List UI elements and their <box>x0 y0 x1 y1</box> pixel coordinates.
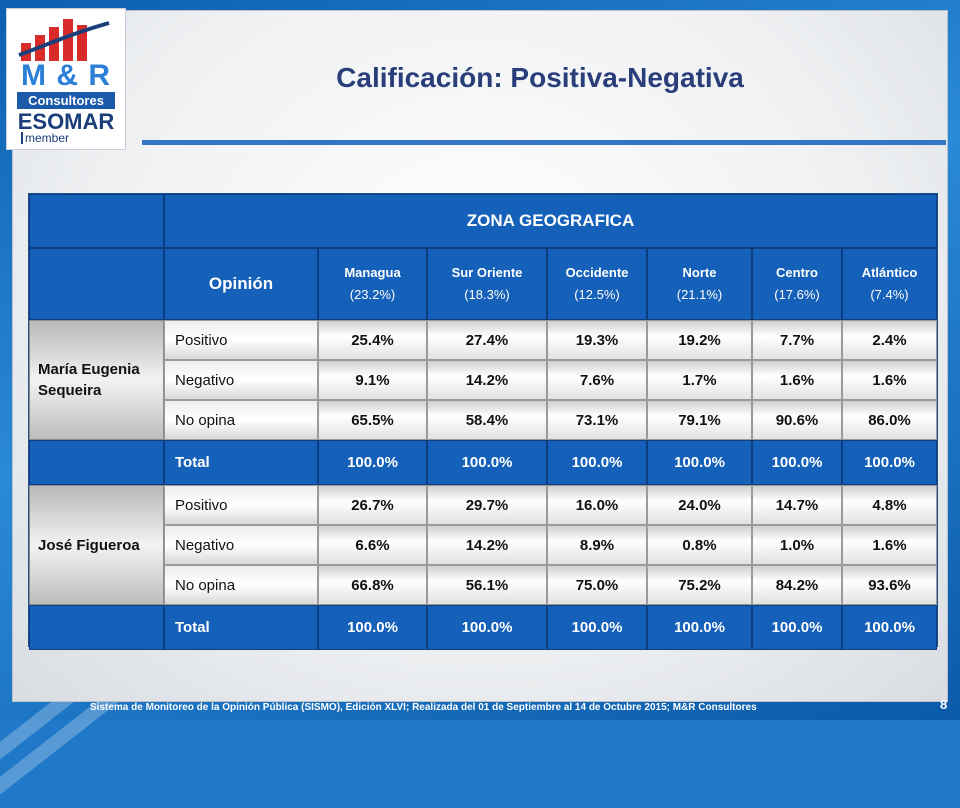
results-table: ZONA GEOGRAFICA Opinión Managua (23.2%) Su… <box>28 193 938 650</box>
value-cell: 9.1% <box>318 360 427 400</box>
value-cell: 66.8% <box>318 565 427 605</box>
value-cell: 73.1% <box>547 400 647 440</box>
zone-name: Sur Oriente <box>451 265 523 280</box>
zone-percent: (21.1%) <box>676 287 723 302</box>
total-label: Total <box>164 605 318 650</box>
opinion-header: Opinión <box>164 248 318 320</box>
total-value-cell: 100.0% <box>547 440 647 485</box>
zona-geografica-header: ZONA GEOGRAFICA <box>164 194 937 248</box>
value-cell: 6.6% <box>318 525 427 565</box>
zone-name: Norte <box>682 265 717 280</box>
zone-header: Occidente (12.5%) <box>547 248 647 320</box>
total-value-cell: 100.0% <box>752 440 842 485</box>
total-value-cell: 100.0% <box>318 605 427 650</box>
opinion-label: Positivo <box>164 485 318 525</box>
value-cell: 79.1% <box>647 400 752 440</box>
bar-chart-logo-icon <box>18 19 110 61</box>
opinion-label: Negativo <box>164 525 318 565</box>
value-cell: 75.2% <box>647 565 752 605</box>
value-cell: 0.8% <box>647 525 752 565</box>
footer-note: Sistema de Monitoreo de la Opinión Públi… <box>90 702 757 713</box>
value-cell: 14.2% <box>427 525 547 565</box>
zone-header: Sur Oriente (18.3%) <box>427 248 547 320</box>
candidate-label: José Figueroa <box>29 485 164 605</box>
value-cell: 8.9% <box>547 525 647 565</box>
zone-header: Atlántico (7.4%) <box>842 248 937 320</box>
zone-percent: (12.5%) <box>574 287 620 302</box>
slide-title: Calificación: Positiva-Negativa <box>336 62 744 93</box>
value-cell: 56.1% <box>427 565 547 605</box>
value-cell: 75.0% <box>547 565 647 605</box>
total-row-blank <box>29 605 164 650</box>
zone-header: Norte (21.1%) <box>647 248 752 320</box>
value-cell: 24.0% <box>647 485 752 525</box>
value-cell: 93.6% <box>842 565 937 605</box>
zone-percent: (7.4%) <box>870 287 909 302</box>
value-cell: 1.6% <box>842 360 937 400</box>
total-label: Total <box>164 440 318 485</box>
opinion-label: Negativo <box>164 360 318 400</box>
value-cell: 19.2% <box>647 320 752 360</box>
value-cell: 90.6% <box>752 400 842 440</box>
logo-member: member <box>21 132 69 144</box>
value-cell: 2.4% <box>842 320 937 360</box>
value-cell: 84.2% <box>752 565 842 605</box>
value-cell: 1.6% <box>842 525 937 565</box>
value-cell: 14.2% <box>427 360 547 400</box>
total-value-cell: 100.0% <box>427 605 547 650</box>
opinion-label: No opina <box>164 400 318 440</box>
total-value-cell: 100.0% <box>318 440 427 485</box>
value-cell: 1.7% <box>647 360 752 400</box>
value-cell: 26.7% <box>318 485 427 525</box>
opinion-label: No opina <box>164 565 318 605</box>
value-cell: 1.6% <box>752 360 842 400</box>
value-cell: 1.0% <box>752 525 842 565</box>
title-underline <box>142 140 946 145</box>
value-cell: 58.4% <box>427 400 547 440</box>
page-number: 8 <box>940 697 948 712</box>
zone-header: Centro (17.6%) <box>752 248 842 320</box>
logo-esomar: ESOMAR <box>17 109 115 134</box>
zone-name: Centro <box>776 265 818 280</box>
zone-name: Occidente <box>565 265 629 280</box>
total-value-cell: 100.0% <box>752 605 842 650</box>
value-cell: 19.3% <box>547 320 647 360</box>
zone-name: Managua <box>344 265 401 280</box>
value-cell: 7.6% <box>547 360 647 400</box>
total-value-cell: 100.0% <box>842 605 937 650</box>
value-cell: 7.7% <box>752 320 842 360</box>
zone-header: Managua (23.2%) <box>318 248 427 320</box>
header-corner <box>29 194 164 248</box>
value-cell: 14.7% <box>752 485 842 525</box>
total-value-cell: 100.0% <box>842 440 937 485</box>
total-row-blank <box>29 440 164 485</box>
logo-mr: M & R <box>21 59 111 92</box>
total-value-cell: 100.0% <box>647 605 752 650</box>
zone-name: Atlántico <box>861 265 918 280</box>
opinion-label: Positivo <box>164 320 318 360</box>
value-cell: 4.8% <box>842 485 937 525</box>
value-cell: 27.4% <box>427 320 547 360</box>
zone-percent: (23.2%) <box>349 287 396 302</box>
value-cell: 16.0% <box>547 485 647 525</box>
header-corner-2 <box>29 248 164 320</box>
value-cell: 29.7% <box>427 485 547 525</box>
total-value-cell: 100.0% <box>427 440 547 485</box>
zone-percent: (17.6%) <box>774 287 820 302</box>
value-cell: 86.0% <box>842 400 937 440</box>
value-cell: 65.5% <box>318 400 427 440</box>
candidate-label: María Eugenia Sequeira <box>29 320 164 440</box>
zone-percent: (18.3%) <box>464 287 510 302</box>
total-value-cell: 100.0% <box>647 440 752 485</box>
logo-consultores: Consultores <box>17 92 115 109</box>
total-value-cell: 100.0% <box>547 605 647 650</box>
value-cell: 25.4% <box>318 320 427 360</box>
company-logo: M & R Consultores ESOMAR member <box>6 8 126 150</box>
